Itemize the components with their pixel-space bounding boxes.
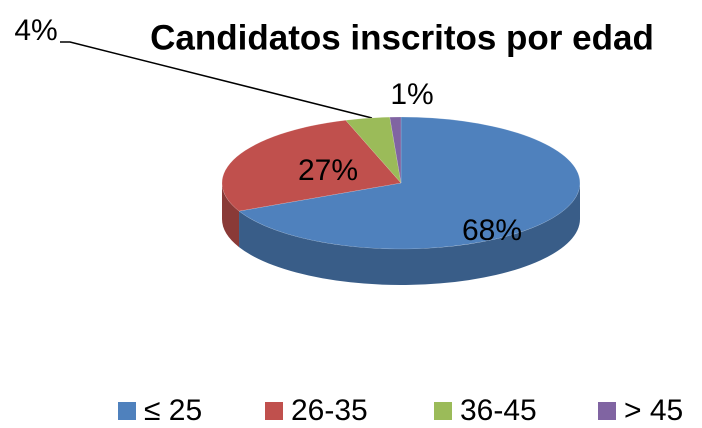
pie-slice bbox=[389, 116, 402, 184]
legend-swatch bbox=[265, 402, 283, 420]
legend-swatch bbox=[434, 402, 452, 420]
data-label: 68% bbox=[462, 214, 522, 247]
legend-swatch bbox=[118, 402, 136, 420]
legend-label: ≤ 25 bbox=[144, 394, 202, 427]
pie-slice bbox=[221, 119, 402, 212]
legend-label: 26-35 bbox=[291, 394, 368, 427]
pie-side bbox=[222, 183, 240, 248]
data-label: 27% bbox=[298, 154, 358, 187]
pie-slice bbox=[238, 116, 581, 250]
legend-label: > 45 bbox=[624, 394, 683, 427]
legend-swatch bbox=[598, 402, 616, 420]
chart-title: Candidatos inscritos por edad bbox=[150, 18, 654, 57]
legend-label: 36-45 bbox=[460, 394, 537, 427]
data-label: 1% bbox=[390, 78, 433, 111]
pie-slice bbox=[345, 116, 402, 184]
leader-line bbox=[60, 41, 373, 119]
pie-side bbox=[239, 183, 581, 286]
data-label: 4% bbox=[14, 14, 57, 47]
